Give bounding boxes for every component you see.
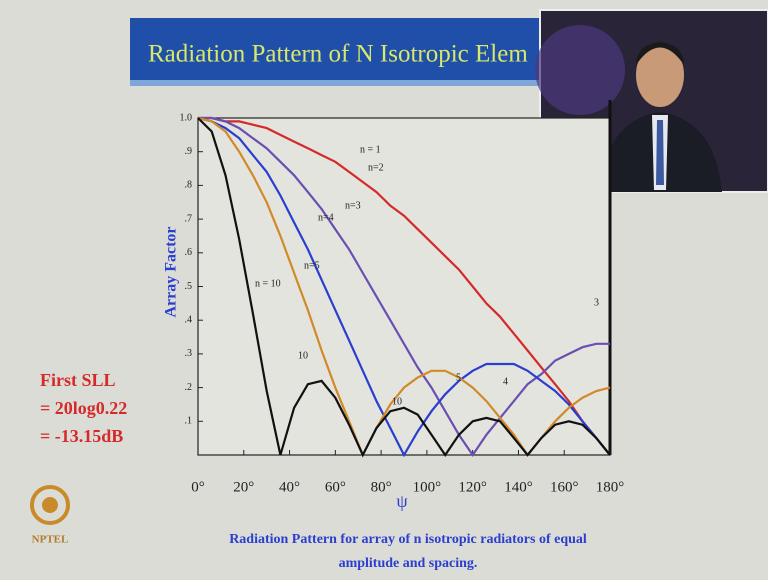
- series-label: n=4: [318, 212, 334, 223]
- y-tick-label: .1: [185, 416, 193, 427]
- y-tick-label: .7: [185, 213, 193, 224]
- series-label: n=3: [345, 200, 361, 211]
- video-inset: [535, 9, 768, 193]
- curve-annotation: 4: [503, 376, 508, 387]
- inset-light: [535, 25, 625, 115]
- series-line: [197, 116, 611, 458]
- y-tick-label: .6: [185, 247, 193, 258]
- logo-core: [42, 497, 58, 513]
- nptel-logo: NPTEL: [30, 485, 70, 546]
- side-note: = 20log0.22: [40, 398, 127, 418]
- y-tick-label: .5: [185, 281, 193, 292]
- caption: Radiation Pattern for array of n isotrop…: [229, 532, 587, 547]
- x-tick-label: 120°: [458, 479, 487, 495]
- y-tick-label: 1.0: [180, 112, 193, 123]
- series-line: [198, 116, 610, 457]
- side-note: First SLL: [40, 370, 116, 390]
- series-line: [197, 117, 611, 458]
- speaker-hair: [636, 42, 684, 65]
- x-tick-label: 140°: [504, 479, 533, 495]
- side-note: = -13.15dB: [40, 426, 123, 446]
- speaker-tie: [656, 120, 664, 185]
- caption: amplitude and spacing.: [339, 556, 478, 571]
- curve-annotation: 10: [392, 396, 402, 407]
- x-tick-label: 0°: [191, 479, 205, 495]
- y-axis-label: Array Factor: [163, 226, 180, 317]
- logo-text: NPTEL: [32, 534, 69, 546]
- y-tick-label: .3: [185, 348, 193, 359]
- x-axis-label: ψ: [396, 491, 408, 511]
- y-tick-label: .8: [185, 180, 193, 191]
- logo-ring: [30, 485, 70, 525]
- curve-annotation: 3: [594, 297, 599, 308]
- y-tick-label: .4: [185, 314, 193, 325]
- x-tick-label: 60°: [325, 479, 346, 495]
- x-tick-label: 40°: [279, 479, 300, 495]
- curve-annotation: 5: [456, 372, 461, 383]
- x-tick-label: 20°: [233, 479, 254, 495]
- x-tick-label: 80°: [371, 479, 392, 495]
- title-banner-edge: [130, 80, 550, 86]
- x-tick-label: 180°: [596, 479, 625, 495]
- title-banner: [130, 18, 550, 86]
- series-label: n=5: [304, 260, 320, 271]
- slide-title: Radiation Pattern of N Isotropic Elem: [148, 41, 528, 68]
- x-tick-label: 100°: [413, 479, 442, 495]
- speaker-head: [636, 43, 684, 107]
- plot-area: [197, 117, 611, 456]
- y-tick-label: .2: [185, 382, 193, 393]
- series-label: n=2: [368, 162, 384, 173]
- series-line: [198, 116, 611, 456]
- curve-annotation: 10: [298, 350, 308, 361]
- y-tick-label: .9: [185, 146, 193, 157]
- series-label: n = 10: [255, 278, 281, 289]
- curve-annotation: n = 1: [360, 144, 381, 155]
- x-tick-label: 160°: [550, 479, 579, 495]
